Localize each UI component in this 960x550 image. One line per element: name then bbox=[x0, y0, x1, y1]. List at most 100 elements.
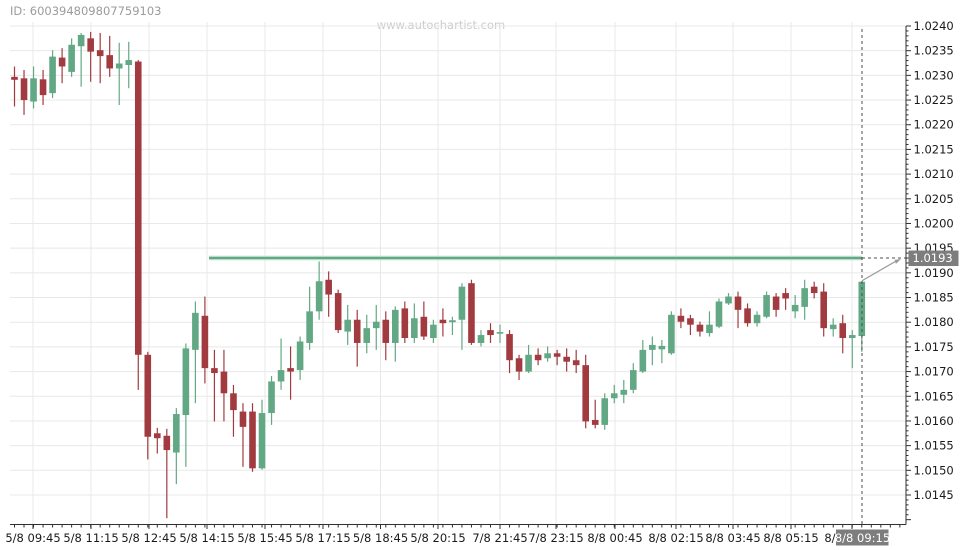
candle-body bbox=[810, 286, 818, 294]
candle-body bbox=[839, 323, 847, 339]
y-axis-tick-label: 1.0205 bbox=[914, 192, 954, 206]
candle-body bbox=[58, 57, 66, 67]
candle-body bbox=[515, 358, 523, 372]
candle-body bbox=[858, 281, 866, 337]
candle-body bbox=[563, 356, 570, 362]
x-axis-tick-label: 5/8 14:15 bbox=[179, 531, 234, 545]
candle-body bbox=[782, 293, 789, 299]
candle-body bbox=[848, 335, 856, 339]
y-axis-tick-label: 1.0150 bbox=[914, 463, 954, 477]
candle-body bbox=[201, 315, 209, 369]
y-axis-tick-label: 1.0155 bbox=[914, 439, 954, 453]
candle-body bbox=[287, 368, 294, 372]
y-axis-tick-label: 1.0215 bbox=[914, 142, 954, 156]
y-axis-tick-label: 1.0200 bbox=[914, 216, 954, 230]
x-axis-tick-label: 5/8 15:45 bbox=[237, 531, 292, 545]
candle-body bbox=[372, 321, 380, 329]
candle-body bbox=[420, 316, 428, 337]
candle-body bbox=[239, 411, 247, 427]
candle-body bbox=[506, 334, 513, 361]
candle-body bbox=[430, 324, 437, 339]
candle-body bbox=[649, 344, 656, 350]
y-axis-tick-label: 1.0185 bbox=[914, 291, 954, 305]
candle-body bbox=[106, 55, 113, 69]
candle-body bbox=[715, 301, 723, 327]
candle-body bbox=[763, 295, 770, 317]
candle-body bbox=[30, 78, 37, 102]
candle-body bbox=[477, 335, 485, 343]
candle-body bbox=[87, 38, 94, 52]
candle-body bbox=[173, 414, 180, 453]
candle-body bbox=[315, 281, 323, 312]
watermark: www.autochartist.com bbox=[377, 18, 506, 32]
candle-body bbox=[134, 61, 142, 355]
price-arrow-head bbox=[894, 259, 901, 264]
candle-body bbox=[487, 330, 494, 336]
candle-body bbox=[772, 296, 780, 310]
candle-body bbox=[620, 389, 628, 395]
y-axis-tick-label: 1.0165 bbox=[914, 389, 954, 403]
y-axis-tick-label: 1.0235 bbox=[914, 44, 954, 58]
candle-body bbox=[610, 393, 618, 399]
x-axis-tick-label: 5/8 18:45 bbox=[353, 531, 408, 545]
candle-body bbox=[829, 324, 837, 330]
candle-body bbox=[668, 314, 675, 354]
candle-body bbox=[144, 354, 152, 437]
candle-body bbox=[306, 311, 313, 343]
candle-body bbox=[544, 353, 551, 359]
chart-id-label: ID: 600394809807759103 bbox=[10, 4, 161, 18]
candle-body bbox=[744, 308, 751, 324]
candle-body bbox=[439, 319, 447, 324]
price-arrow-line bbox=[861, 260, 898, 282]
candle-body bbox=[630, 370, 637, 390]
candle-body bbox=[182, 348, 190, 416]
x-axis-tick-label: 5/8 12:45 bbox=[121, 531, 176, 545]
current-time-label: 8/8 09:15 bbox=[835, 531, 890, 545]
y-axis-tick-label: 1.0175 bbox=[914, 340, 954, 354]
candle-body bbox=[249, 411, 256, 469]
candle-body bbox=[230, 393, 237, 411]
candle-body bbox=[687, 318, 694, 325]
y-axis-tick-label: 1.0225 bbox=[914, 93, 954, 107]
candle-body bbox=[353, 319, 361, 343]
x-axis-tick-label: 5/8 11:15 bbox=[63, 531, 118, 545]
candle-body bbox=[277, 370, 285, 382]
candle-body bbox=[382, 319, 390, 343]
candle-body bbox=[211, 368, 218, 374]
candle-body bbox=[401, 308, 409, 339]
x-axis-tick-label: 8/8 05:15 bbox=[763, 531, 818, 545]
y-axis-tick-label: 1.0220 bbox=[914, 118, 954, 132]
x-axis-tick-label: 5/8 09:45 bbox=[5, 531, 60, 545]
candle-body bbox=[791, 304, 799, 312]
y-axis-tick-label: 1.0160 bbox=[914, 414, 954, 428]
x-axis-tick-label: 8/8 00:45 bbox=[587, 531, 642, 545]
candle-body bbox=[77, 34, 85, 47]
candle-body bbox=[725, 296, 732, 304]
x-axis-tick-label: 7/8 23:15 bbox=[528, 531, 583, 545]
y-axis-tick-label: 1.0170 bbox=[914, 365, 954, 379]
candle-body bbox=[658, 345, 666, 350]
candle-body bbox=[68, 44, 75, 72]
candle-body bbox=[582, 365, 589, 422]
candle-body bbox=[11, 76, 18, 80]
candle-body bbox=[820, 291, 827, 329]
y-axis-tick-label: 1.0230 bbox=[914, 68, 954, 82]
candle-body bbox=[125, 60, 133, 66]
candle-body bbox=[601, 398, 609, 425]
candle-body bbox=[468, 283, 475, 343]
x-axis-tick-label: 7/8 21:45 bbox=[472, 531, 527, 545]
candle-body bbox=[192, 312, 199, 350]
current-price-label-box bbox=[908, 250, 959, 267]
candle-body bbox=[525, 354, 532, 372]
y-axis-tick-label: 1.0210 bbox=[914, 167, 954, 181]
candle-body bbox=[392, 309, 399, 343]
x-axis-tick-label: 5/8 20:15 bbox=[410, 531, 465, 545]
candle-body bbox=[572, 360, 580, 366]
y-axis-tick-label: 1.0145 bbox=[914, 488, 954, 502]
candle-body bbox=[334, 293, 342, 331]
candle-body bbox=[20, 78, 28, 101]
y-axis-tick-label: 1.0240 bbox=[914, 19, 954, 33]
candle-body bbox=[553, 353, 561, 357]
